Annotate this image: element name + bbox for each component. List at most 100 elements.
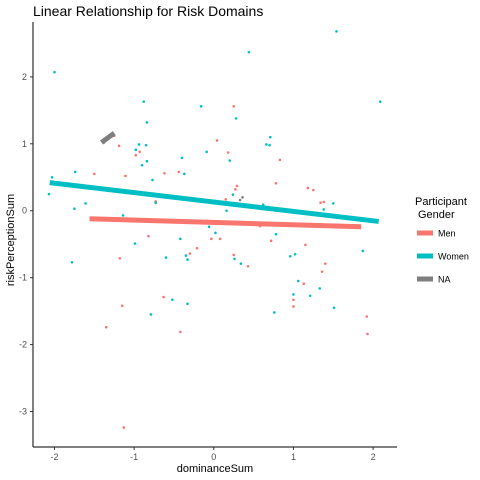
- data-point-men: [179, 330, 182, 334]
- data-point-women: [332, 306, 336, 310]
- data-point-men: [320, 270, 324, 273]
- data-point-women: [214, 231, 217, 235]
- y-axis-ticks: -3 -2 -1 0 1 2: [19, 72, 33, 417]
- data-point-men: [118, 256, 122, 260]
- data-point-women: [186, 258, 189, 261]
- legend-title-line2: Gender: [418, 209, 455, 221]
- data-point-men: [234, 188, 237, 191]
- data-point-men: [366, 332, 369, 336]
- data-point-men: [195, 246, 199, 250]
- fit-line-na: [100, 131, 116, 145]
- data-point-women: [292, 293, 295, 296]
- data-point-men: [235, 184, 239, 188]
- data-point-men: [93, 172, 96, 176]
- data-point-women: [308, 294, 312, 298]
- data-point-women: [183, 172, 186, 176]
- data-point-women: [273, 311, 276, 314]
- data-point-men: [124, 174, 127, 178]
- data-point-men: [322, 200, 326, 204]
- data-point-women: [84, 202, 87, 205]
- x-tick-label: 1: [291, 452, 296, 462]
- data-point-women: [47, 192, 51, 196]
- data-point-men: [304, 243, 307, 247]
- legend: Participant Gender Men Women NA: [415, 196, 469, 285]
- legend-label-men: Men: [438, 229, 456, 239]
- data-point-women: [171, 298, 174, 302]
- data-point-men: [306, 186, 310, 190]
- data-point-women: [164, 256, 168, 259]
- data-point-men: [232, 105, 236, 108]
- data-point-men: [324, 262, 327, 265]
- data-point-women: [73, 170, 77, 174]
- data-point-men: [117, 144, 121, 148]
- x-tick-label: 2: [371, 452, 376, 462]
- data-point-men: [138, 150, 142, 154]
- data-point-women: [225, 209, 228, 213]
- legend-label-women: Women: [438, 252, 469, 262]
- y-tick-label: -2: [19, 340, 27, 350]
- data-point-men: [162, 295, 165, 299]
- data-point-women: [296, 279, 300, 283]
- legend-items: Men Women NA: [417, 229, 469, 285]
- data-point-men: [134, 153, 138, 157]
- data-point-women: [50, 175, 54, 179]
- data-point-women: [53, 70, 56, 74]
- data-point-women: [228, 159, 232, 162]
- data-point-women: [137, 143, 141, 146]
- points-layer: [47, 30, 382, 429]
- fit-line-men: [89, 216, 362, 230]
- chart-title: Linear Relationship for Risk Domains: [33, 3, 263, 19]
- data-point-women: [151, 178, 154, 182]
- x-tick-label: -2: [50, 452, 58, 462]
- data-point-women: [331, 202, 335, 205]
- data-point-women: [134, 148, 138, 152]
- data-point-women: [265, 143, 268, 146]
- data-point-women: [121, 214, 125, 217]
- data-point-women: [199, 105, 203, 108]
- data-point-men: [188, 252, 192, 255]
- data-point-men: [104, 325, 108, 329]
- data-point-men: [292, 298, 295, 302]
- x-tick-label: 0: [211, 452, 216, 462]
- data-point-women: [231, 193, 235, 196]
- y-tick-label: -1: [19, 273, 27, 283]
- data-point-women: [149, 313, 153, 316]
- data-point-women: [318, 287, 322, 290]
- data-point-men: [122, 426, 126, 429]
- data-point-women: [268, 143, 271, 147]
- data-point-men: [269, 239, 273, 243]
- data-point-men: [246, 264, 250, 268]
- data-point-women: [184, 254, 188, 257]
- data-point-men: [147, 234, 150, 238]
- y-tick-label: -3: [19, 407, 27, 417]
- y-tick-label: 0: [22, 206, 27, 216]
- data-point-women: [145, 159, 149, 163]
- y-tick-label: 2: [22, 72, 27, 82]
- data-point-women: [142, 100, 146, 103]
- data-point-na: [241, 196, 244, 199]
- data-point-women: [293, 252, 297, 256]
- legend-title-line1: Participant: [415, 196, 467, 208]
- data-point-women: [145, 121, 149, 124]
- data-point-men: [224, 198, 228, 201]
- data-point-men: [120, 304, 124, 308]
- x-tick-label: -1: [130, 452, 138, 462]
- data-point-men: [274, 181, 278, 185]
- data-point-women: [335, 30, 338, 33]
- data-point-women: [140, 163, 144, 167]
- data-point-women: [247, 50, 251, 54]
- data-point-women: [239, 262, 243, 265]
- data-point-men: [226, 151, 230, 154]
- x-axis-label: dominanceSum: [177, 463, 253, 475]
- legend-label-na: NA: [438, 275, 451, 285]
- data-point-women: [73, 207, 76, 211]
- data-point-women: [144, 143, 148, 147]
- data-point-men: [312, 188, 315, 192]
- plot-panel: -2 -1 0 1 2 -3 -2 -1 0 1 2: [19, 22, 397, 462]
- data-point-women: [205, 150, 208, 154]
- data-point-men: [232, 253, 236, 257]
- x-axis-ticks: -2 -1 0 1 2: [50, 447, 376, 462]
- data-point-men: [302, 282, 306, 285]
- fit-line-women: [49, 180, 379, 224]
